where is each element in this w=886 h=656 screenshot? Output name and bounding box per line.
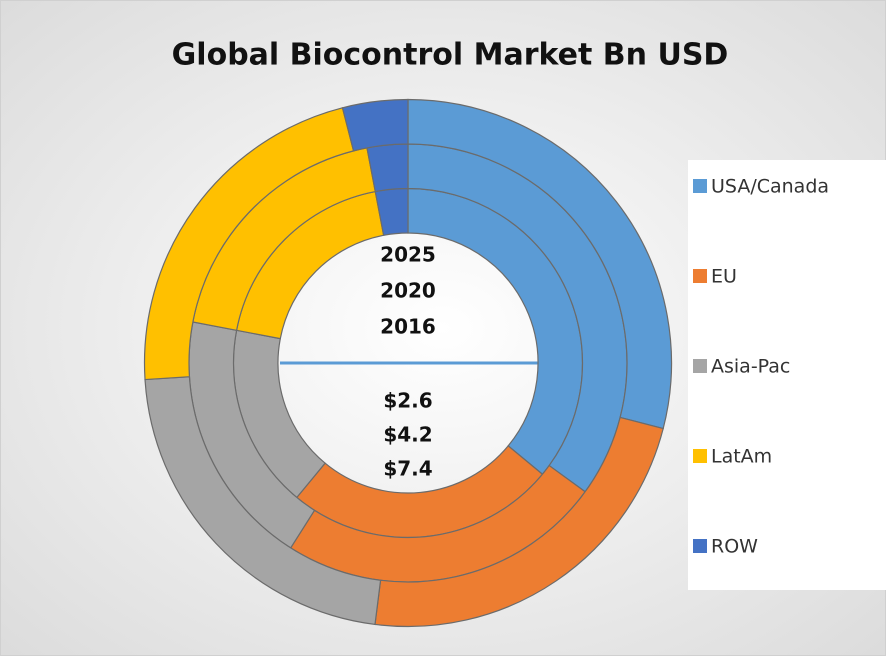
legend-swatch (693, 449, 707, 463)
donut-segment (341, 98, 409, 152)
legend-label: ROW (711, 536, 758, 558)
total-label: $2.6 (383, 389, 432, 413)
ring-year-label: 2016 (380, 315, 436, 339)
ring-year-label: 2025 (380, 243, 436, 267)
legend-swatch (693, 539, 707, 553)
legend-swatch (693, 269, 707, 283)
legend-label: LatAm (711, 446, 772, 468)
total-label: $4.2 (383, 423, 432, 447)
chart-title: Global Biocontrol Market Bn USD (172, 38, 729, 73)
legend-swatch (693, 359, 707, 373)
legend-box (688, 160, 886, 590)
ring-year-label: 2020 (380, 279, 436, 303)
legend-label: Asia-Pac (711, 356, 790, 378)
total-label: $7.4 (383, 457, 432, 481)
legend-swatch (693, 179, 707, 193)
legend-label: EU (711, 266, 737, 288)
legend-label: USA/Canada (711, 176, 829, 198)
